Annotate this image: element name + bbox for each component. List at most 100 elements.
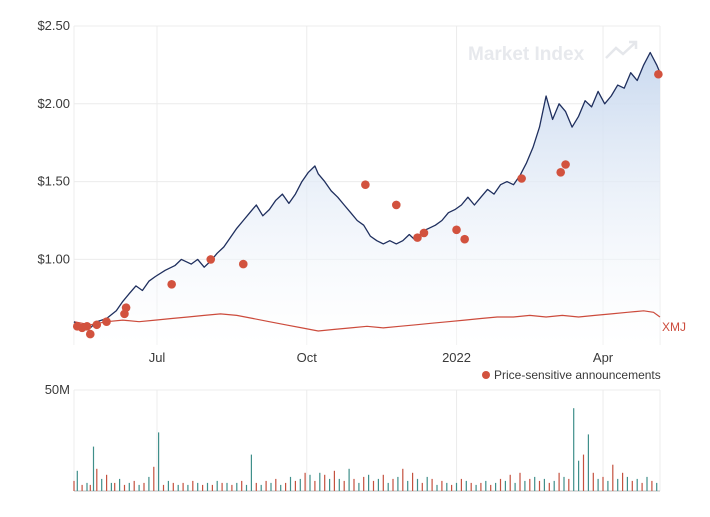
volume-bar [86, 482, 88, 491]
volume-bar [329, 478, 331, 491]
volume-bar [162, 484, 165, 491]
volume-bar [534, 476, 536, 491]
legend: Price-sensitive announcements [482, 368, 661, 382]
volume-y-axis: 50M [45, 382, 70, 397]
volume-bar [216, 480, 218, 491]
volume-bar [206, 482, 209, 491]
volume-bar [76, 470, 78, 491]
price-series [73, 51, 661, 331]
volume-bar [622, 472, 624, 491]
volume-bar [451, 484, 453, 491]
volume-bar [582, 454, 585, 491]
volume-bar [280, 484, 282, 491]
x-tick-label: Jul [149, 350, 166, 365]
watermark-text: Market Index [468, 44, 585, 65]
volume-bar [490, 484, 492, 491]
volume-bar [387, 482, 389, 491]
y-tick-label: $2.00 [37, 96, 70, 111]
volume-bar [221, 482, 223, 491]
benchmark-label: XMJ [662, 320, 686, 334]
announcement-dot [167, 280, 176, 289]
price-area-fill [74, 52, 660, 345]
price-area [74, 52, 660, 345]
volume-bar [106, 474, 108, 491]
volume-bars [73, 408, 658, 491]
volume-bar [299, 478, 301, 491]
volume-bar [636, 478, 638, 491]
volume-bar [524, 480, 526, 491]
volume-bar [392, 478, 394, 491]
volume-bar [96, 468, 98, 491]
volume-bar [543, 478, 545, 491]
volume-bar [426, 476, 428, 491]
volume-bar [275, 478, 277, 491]
announcement-dot [92, 320, 102, 330]
volume-bar [348, 468, 350, 491]
volume-bar [363, 476, 365, 491]
volume-bar [436, 484, 438, 491]
volume-bar [587, 434, 589, 491]
volume-bar [377, 478, 379, 491]
announcement-markers [72, 69, 663, 339]
volume-bar [92, 446, 95, 491]
announcement-dot [419, 228, 429, 238]
volume-bar [372, 480, 375, 491]
announcement-dot [413, 233, 422, 242]
volume-bar [294, 480, 296, 491]
volume-bar [656, 482, 658, 491]
volume-bar [382, 474, 384, 491]
volume-bar [123, 484, 126, 491]
volume-bar [153, 466, 155, 491]
volume-bar [270, 482, 272, 491]
volume-bar [558, 472, 560, 491]
announcement-dot [460, 234, 469, 244]
volume-bar [460, 478, 462, 491]
volume-bar [353, 478, 355, 491]
volume-bar [343, 480, 345, 491]
volume-bar [485, 480, 487, 491]
volume-bar [416, 478, 419, 491]
x-tick-label: 2022 [442, 350, 471, 365]
y-tick-label: $2.50 [37, 18, 70, 33]
volume-bar [368, 474, 370, 491]
volume-bar [514, 482, 516, 491]
volume-bar [651, 480, 653, 491]
volume-bar [509, 474, 511, 491]
volume-bar [397, 476, 399, 491]
volume-bar [597, 478, 599, 491]
volume-bar [553, 480, 555, 491]
announcement-dot [121, 303, 131, 312]
volume-bar [578, 460, 580, 491]
volume-bar [441, 480, 443, 491]
volume-bar [324, 474, 326, 491]
announcement-dot [238, 259, 248, 269]
volume-grid [73, 389, 661, 492]
volume-bar [412, 472, 414, 491]
announcement-dot [517, 174, 526, 183]
volume-bar [504, 480, 506, 491]
announcement-dot [452, 225, 461, 235]
volume-bar [197, 482, 199, 491]
volume-bar [538, 480, 541, 491]
announcement-dot [556, 167, 566, 177]
volume-bar [529, 478, 531, 491]
volume-bar [563, 476, 565, 491]
announcement-dot [85, 329, 95, 339]
volume-bar [177, 484, 179, 491]
volume-bar [455, 482, 458, 491]
volume-bar [333, 470, 335, 491]
volume-bar [641, 482, 643, 491]
volume-bar [128, 482, 130, 491]
volume-bar [260, 484, 262, 491]
volume-bar [231, 484, 233, 491]
announcement-dot [561, 160, 570, 169]
volume-bar [158, 432, 160, 491]
volume-bar [226, 482, 228, 491]
announcement-dot [654, 69, 663, 79]
announcement-dot [361, 180, 370, 190]
volume-bar [211, 484, 213, 491]
volume-bar [465, 480, 467, 491]
volume-bar [592, 472, 594, 491]
legend-marker [482, 371, 490, 379]
